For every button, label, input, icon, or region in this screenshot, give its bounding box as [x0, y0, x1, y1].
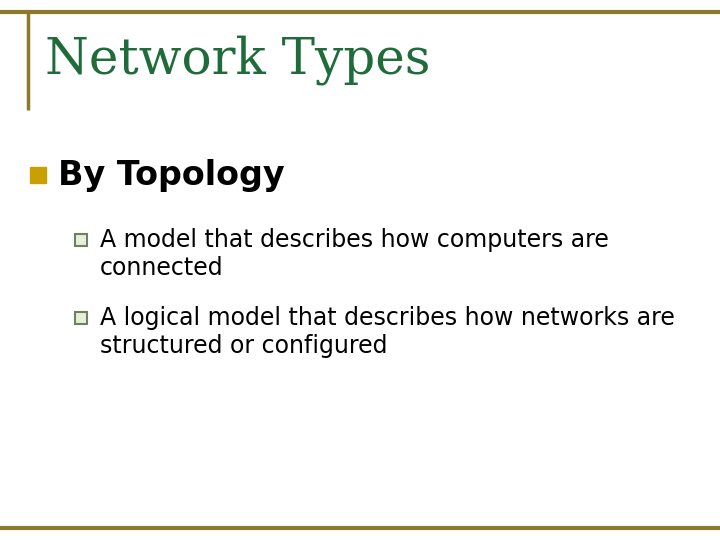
- FancyBboxPatch shape: [75, 312, 87, 324]
- Text: By Topology: By Topology: [58, 159, 284, 192]
- Text: A model that describes how computers are: A model that describes how computers are: [100, 228, 609, 252]
- Text: A logical model that describes how networks are: A logical model that describes how netwo…: [100, 306, 675, 330]
- Bar: [30, 167, 46, 183]
- Text: Network Types: Network Types: [45, 35, 431, 85]
- Text: connected: connected: [100, 256, 224, 280]
- Text: structured or configured: structured or configured: [100, 334, 387, 358]
- FancyBboxPatch shape: [75, 234, 87, 246]
